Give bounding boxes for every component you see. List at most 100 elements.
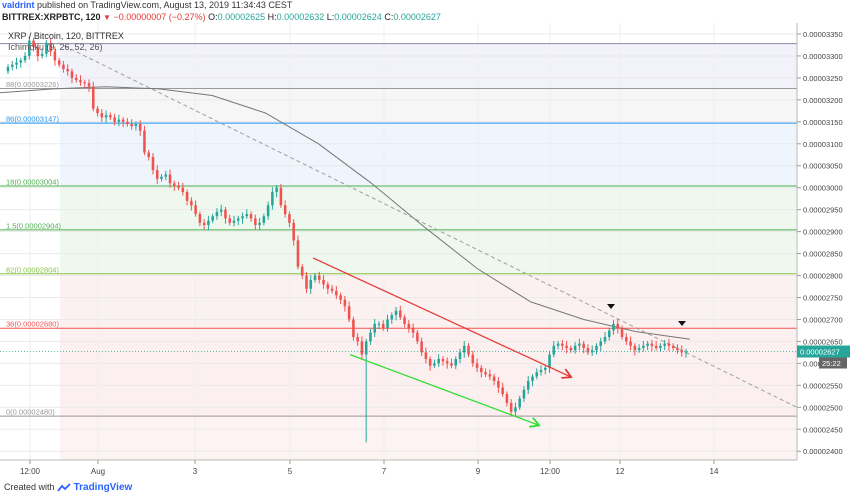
candle-body (219, 209, 223, 212)
fib-label: 86(0.00003147) (6, 115, 59, 124)
candle-body (305, 275, 308, 289)
markers (607, 304, 686, 326)
channel-lines[interactable] (312, 257, 570, 425)
fib-fill-band (60, 123, 797, 186)
candle-body (454, 358, 458, 366)
candle-body (590, 350, 594, 353)
candle-body (266, 205, 270, 217)
price-chart[interactable]: 88(0.00003226) 86(0.00003147) 18(0.0000300… (0, 23, 850, 478)
candle-body (211, 216, 214, 221)
fib-label: 82(0.00002804) (6, 265, 59, 274)
candle-body (330, 288, 334, 291)
candle-body (70, 71, 74, 78)
candle-body (49, 42, 52, 52)
candle-body (283, 205, 287, 215)
candle-body (646, 343, 649, 346)
candle-body (241, 216, 244, 219)
candle-body (117, 119, 121, 122)
time-tick-label: 3 (193, 467, 198, 476)
candle-body (676, 348, 679, 351)
candle-body (471, 354, 475, 364)
fib-label: 1.5(0.00002904) (6, 221, 62, 230)
candle-body (134, 124, 138, 127)
fib-label: 18(0.00003004) (6, 177, 59, 186)
candle-body (480, 367, 483, 373)
candle-body (625, 337, 628, 342)
candle-body (390, 315, 394, 320)
candle-body (45, 42, 48, 54)
candle-body (522, 389, 526, 399)
tradingview-brand[interactable]: TradingView (73, 482, 133, 493)
candle-body (326, 284, 330, 289)
candle-body (445, 361, 449, 364)
candle-body (96, 108, 99, 114)
green-channel-arrow (349, 353, 538, 425)
candle-body (164, 174, 168, 177)
candle-body (394, 310, 398, 316)
fib-levels: 88(0.00003226) 86(0.00003147) 18(0.0000300… (0, 43, 797, 417)
candle-body (607, 330, 611, 338)
chart-legend: XRP / Bitcoin, 120, BITTREX Ichimoku (9,… (8, 31, 124, 52)
candle-body (620, 328, 624, 338)
candle-body (343, 299, 347, 307)
low-label: L: (326, 12, 335, 22)
symbol-bar: BITTREX:XRPBTC, 120 ▼ −0.00000007 (−0.27… (0, 11, 850, 23)
candle-body (650, 343, 654, 346)
candle-body (83, 82, 87, 84)
fib-label: 36(0.00002680) (6, 320, 59, 329)
moving-average-line (0, 86, 691, 340)
candle-body (262, 216, 266, 223)
candle-body (202, 222, 206, 226)
price-tick-label: 0.00003050 (803, 162, 843, 171)
candle-body (654, 345, 658, 349)
price-tag-text: 0.00002627 (800, 348, 840, 357)
price-tick-label: 0.00002550 (803, 381, 843, 390)
author-name[interactable]: valdrint (2, 0, 35, 10)
candle-body (28, 40, 31, 56)
candle-body (130, 124, 133, 127)
price-axis[interactable]: 0.00003350 0.00003300 0.00003250 0.00003200… (796, 23, 843, 460)
time-tick-label: 12:00 (540, 467, 561, 476)
price-tick-label: 0.00002700 (803, 315, 843, 324)
price-tick-label: 0.00003300 (803, 52, 843, 61)
fib-fill-band (60, 229, 797, 274)
candle-body (377, 323, 381, 325)
candle-body (531, 376, 534, 381)
candle-body (603, 337, 607, 342)
candle-body (57, 60, 61, 65)
price-tick-label: 0.00002650 (803, 337, 843, 346)
candle-body (109, 115, 112, 118)
candle-body (407, 323, 411, 329)
candle-body (556, 343, 560, 346)
candle-body (586, 348, 590, 353)
candle-body (356, 337, 359, 342)
candle-body (616, 323, 620, 329)
candle-body (428, 358, 432, 366)
price-tick-label: 0.00002750 (803, 293, 843, 302)
time-axis[interactable]: 12:00 Aug 3 5 7 9 12:00 12 14 (0, 459, 797, 476)
price-change: −0.00000007 (−0.27%) (113, 12, 206, 22)
candle-body (121, 119, 125, 122)
candle-body (23, 55, 27, 61)
candle-body (100, 113, 104, 118)
candle-body (599, 341, 602, 346)
down-arrow-icon: ▼ (103, 13, 111, 22)
open-label: O: (208, 12, 218, 22)
candle-body (462, 345, 466, 353)
candle-body (318, 275, 321, 280)
candle-body (441, 358, 445, 362)
candle-body (629, 341, 632, 346)
candle-body (633, 345, 637, 351)
candle-body (565, 345, 568, 349)
candle-body (138, 124, 142, 131)
candle-body (671, 345, 675, 349)
open-value: 0.00002625 (217, 12, 266, 22)
triangle-marker-icon (607, 304, 615, 309)
fib-fill-band (60, 88, 797, 124)
candle-body (173, 183, 176, 186)
candle-body (339, 295, 342, 300)
candle-body (300, 266, 304, 276)
candle-body (548, 354, 551, 368)
candle-body (642, 345, 645, 349)
fib-fill-top (0, 23, 797, 44)
